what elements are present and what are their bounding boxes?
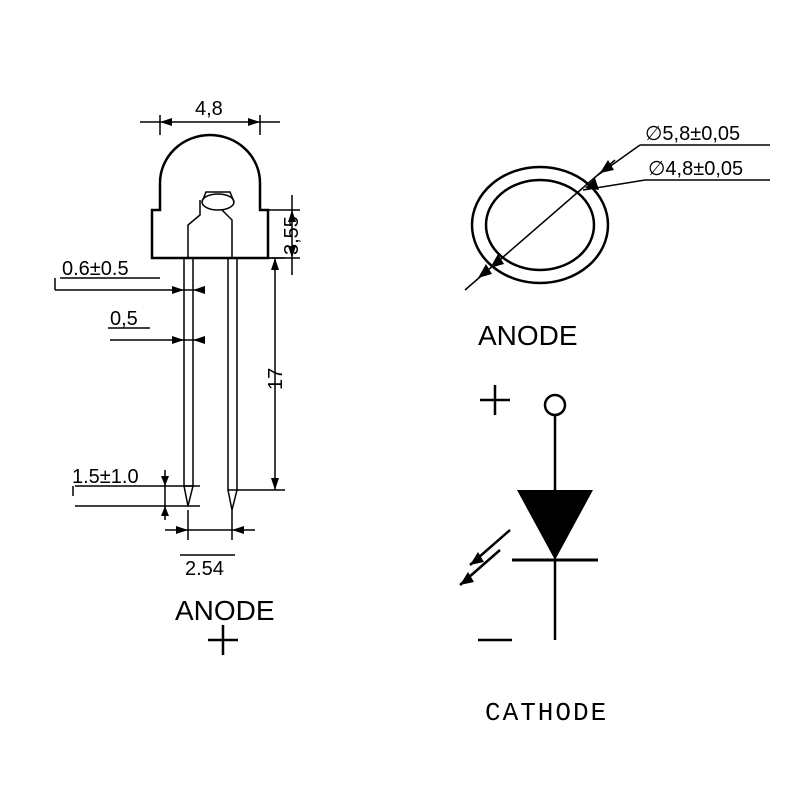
dim-inner-dia-label: ∅4,8±0,05 [648,158,743,180]
dim-lead-sq-label: 0.6±0.5 [62,258,129,280]
cathode-label: CATHODE [485,698,608,728]
dim-pitch: 2.54 [165,510,255,580]
side-view: 4,8 3,55 0.6±0.5 0,5 [55,98,303,655]
light-arrows-icon [460,530,510,585]
dim-lead-length-label: 17 [265,368,287,390]
plus-icon-left [208,625,238,655]
anode-label-left: ANODE [175,595,275,626]
led-internals [188,192,234,258]
dim-lead-width-label: 0,5 [110,308,138,330]
leads [184,258,237,510]
dim-dome-width-label: 4,8 [195,98,223,120]
anode-label-right: ANODE [478,320,578,351]
dim-tip: 1.5±1.0 [72,466,200,520]
dim-flange-height: 3,55 [268,195,303,275]
diode-triangle [517,490,593,560]
bottom-view: ∅5,8±0,05 ∅4,8±0,05 ANODE [465,123,770,351]
dim-flange-height-label: 3,55 [281,216,303,255]
dim-lead-length: 17 [237,258,287,490]
dim-outer-dia-label: ∅5,8±0,05 [645,123,740,145]
dim-pitch-label: 2.54 [185,558,224,580]
plus-icon-schematic [480,385,510,415]
dim-dome-width: 4,8 [140,98,280,135]
led-outline [152,135,268,258]
dim-lead-sq: 0.6±0.5 [55,258,205,294]
anode-terminal [545,395,565,415]
schematic-symbol: CATHODE [460,385,608,728]
dim-lead-width: 0,5 [108,308,205,344]
dim-tip-label: 1.5±1.0 [72,466,139,488]
